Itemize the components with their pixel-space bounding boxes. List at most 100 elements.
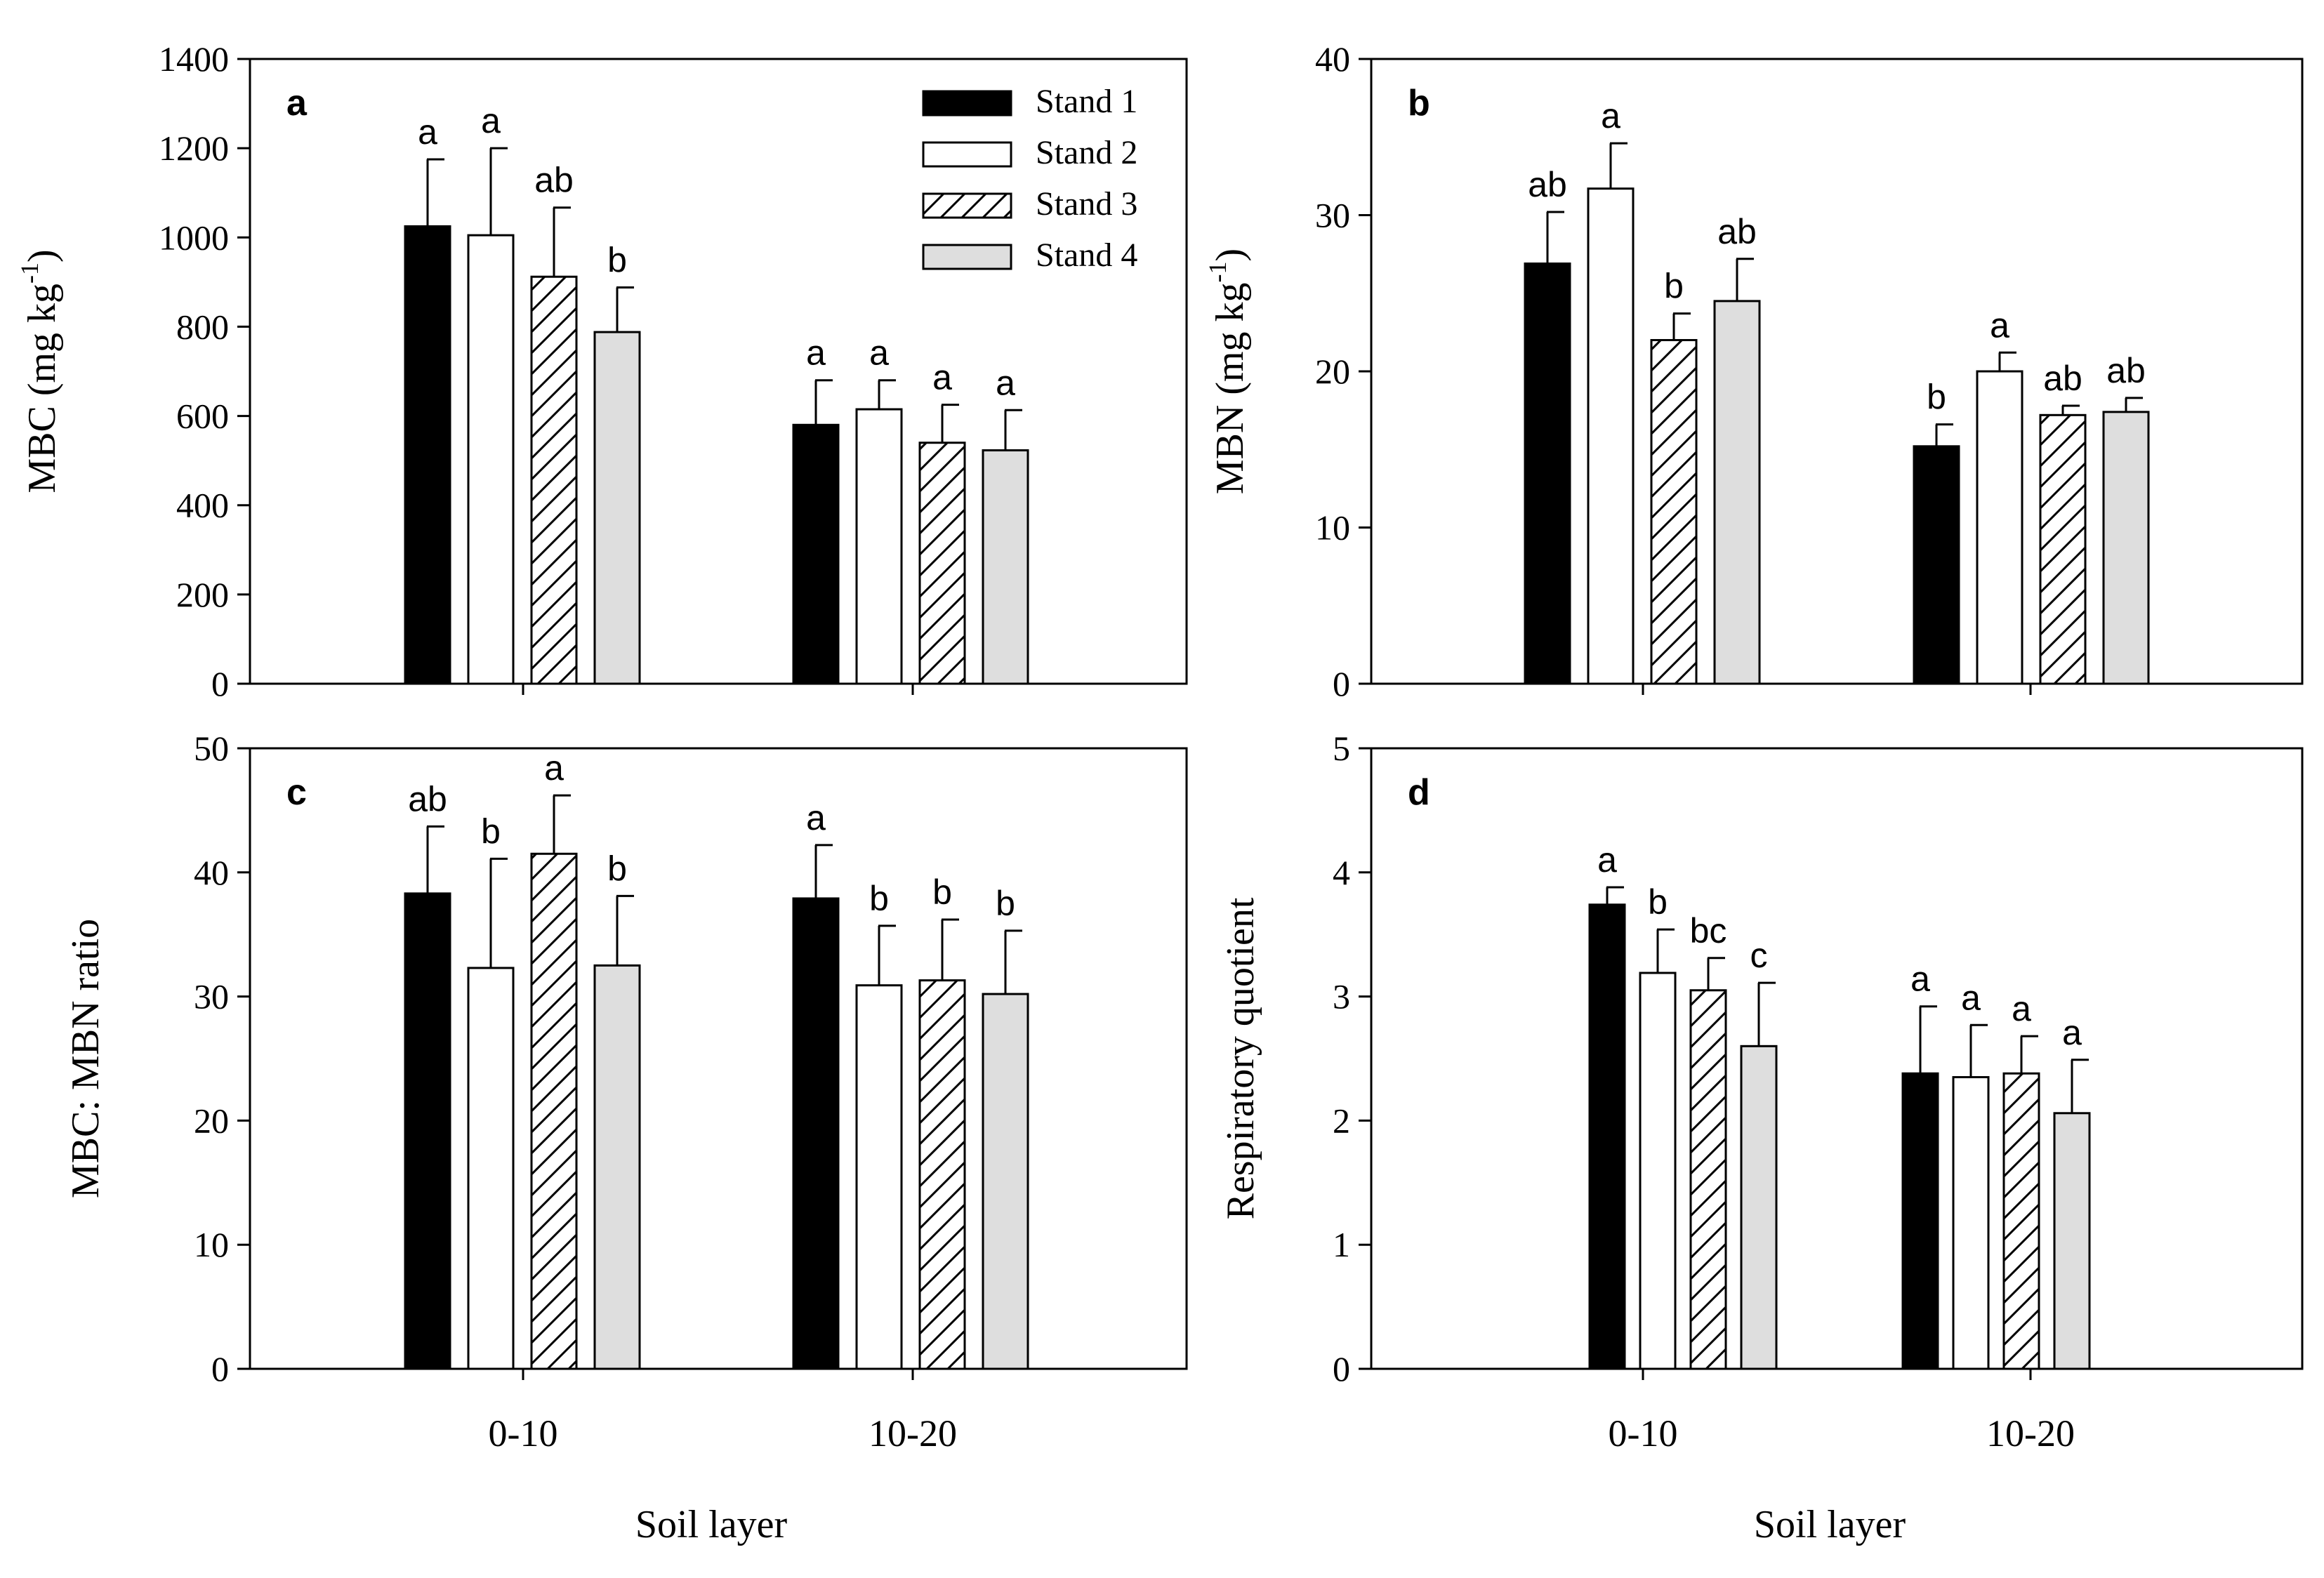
significance-letter: ab — [2106, 351, 2146, 390]
bar-stand-3 — [530, 852, 578, 1370]
panel-label: a — [286, 83, 308, 124]
significance-letter: ab — [2043, 359, 2082, 398]
significance-letter: a — [1910, 960, 1930, 999]
bar-stand-1 — [1913, 445, 1960, 685]
panel-label: b — [1408, 83, 1430, 124]
significance-letter: ab — [1717, 212, 1757, 251]
y-tick-label: 200 — [176, 575, 229, 614]
y-tick-label: 1000 — [159, 218, 229, 257]
y-tick-label: 5 — [1333, 729, 1350, 768]
significance-letter: a — [1597, 840, 1617, 880]
significance-letter: b — [932, 873, 952, 912]
significance-letter: a — [932, 358, 952, 397]
y-tick-label: 1400 — [159, 39, 229, 79]
plot-frame — [1370, 747, 2304, 1370]
significance-letter: a — [1961, 978, 1981, 1017]
y-tick-label: 400 — [176, 486, 229, 525]
y-tick-label: 4 — [1333, 853, 1350, 892]
significance-letter: ab — [1528, 165, 1567, 204]
significance-letter: b — [607, 240, 627, 279]
legend-label: Stand 2 — [1036, 134, 1137, 171]
significance-letter: b — [1927, 378, 1946, 417]
y-tick-label: 600 — [176, 397, 229, 436]
legend-swatch — [922, 192, 1012, 219]
plot-frame — [249, 58, 1188, 685]
panel-label: c — [286, 772, 307, 813]
bar-stand-4 — [1713, 300, 1761, 685]
significance-letter: a — [806, 333, 826, 373]
bar-stand-4 — [593, 331, 641, 685]
y-tick-label: 30 — [194, 977, 229, 1016]
y-tick-label: 40 — [194, 853, 229, 892]
significance-letter: ab — [534, 161, 574, 200]
significance-letter: b — [607, 849, 627, 888]
bar-stand-1 — [1901, 1072, 1939, 1370]
y-tick-label: 10 — [194, 1225, 229, 1264]
plot-frame — [249, 747, 1188, 1370]
x-category-label: 10-20 — [869, 1412, 957, 1454]
y-tick-label: 30 — [1315, 196, 1350, 235]
significance-letter: a — [2062, 1013, 2082, 1052]
x-category-label: 10-20 — [1986, 1412, 2075, 1454]
y-axis-label: MBN (mg kg-1) — [1203, 248, 1252, 494]
bar-stand-2 — [1952, 1076, 1990, 1370]
significance-letter: bc — [1690, 911, 1727, 950]
bar-stand-4 — [1740, 1045, 1778, 1370]
bar-stand-3 — [1689, 989, 1727, 1370]
x-axis-label: Soil layer — [1754, 1503, 1906, 1546]
y-tick-label: 40 — [1315, 39, 1350, 79]
x-category-label: 0-10 — [1609, 1412, 1678, 1454]
y-tick-label: 1 — [1333, 1225, 1350, 1264]
significance-letter: a — [1990, 305, 2009, 345]
significance-letter: b — [869, 879, 889, 918]
y-tick-label: 800 — [176, 307, 229, 346]
bar-stand-2 — [1976, 370, 2023, 685]
y-axis-label: MBC (mg kg-1) — [15, 249, 64, 493]
bar-stand-3 — [1650, 339, 1698, 685]
y-tick-label: 1200 — [159, 128, 229, 168]
bar-stand-1 — [792, 897, 840, 1370]
significance-letter: b — [1648, 882, 1668, 922]
significance-letter: a — [418, 112, 437, 152]
legend-swatch — [922, 244, 1012, 270]
bar-stand-2 — [855, 984, 903, 1370]
bar-stand-3 — [530, 275, 578, 685]
x-category-label: 0-10 — [489, 1412, 558, 1454]
bar-stand-4 — [2102, 411, 2150, 685]
y-tick-label: 20 — [1315, 352, 1350, 391]
legend-label: Stand 3 — [1036, 185, 1137, 223]
bar-stand-2 — [1639, 972, 1677, 1370]
y-axis-label: MBC: MBN ratio — [64, 919, 107, 1198]
significance-letter: c — [1750, 936, 1768, 975]
bar-stand-1 — [404, 892, 451, 1370]
bar-stand-2 — [1587, 187, 1635, 685]
plot-frame — [1370, 58, 2304, 685]
y-tick-label: 0 — [1333, 664, 1350, 703]
significance-letter: a — [869, 333, 889, 373]
panel-d: 0 1 2 3 4 5 0-10 10-20 Soil layer Respiratory quo… — [1219, 729, 2304, 1546]
y-tick-label: 0 — [211, 1349, 229, 1388]
bar-stand-1 — [1588, 903, 1626, 1370]
bar-stand-2 — [855, 408, 903, 685]
bar-stand-3 — [918, 979, 966, 1370]
legend-label: Stand 1 — [1036, 83, 1137, 120]
y-tick-label: 10 — [1315, 508, 1350, 548]
significance-letter: b — [996, 884, 1015, 923]
bar-stand-3 — [2039, 413, 2087, 685]
significance-letter: a — [2012, 989, 2031, 1028]
y-tick-label: 2 — [1333, 1101, 1350, 1140]
y-tick-label: 0 — [211, 664, 229, 703]
panel-a: 0 200 400 600 800 1000 1200 1400 MBC (mg kg-1) a a… — [15, 39, 1188, 703]
legend-swatch — [922, 141, 1012, 168]
legend: Stand 1 Stand 2 Stand 3 Stand 4 — [922, 83, 1137, 274]
y-tick-label: 50 — [194, 729, 229, 768]
x-axis-label: Soil layer — [635, 1503, 788, 1546]
bar-stand-4 — [593, 964, 641, 1370]
bar-stand-1 — [404, 225, 451, 685]
significance-letter: a — [1601, 96, 1620, 135]
bar-stand-2 — [467, 234, 515, 685]
y-tick-label: 3 — [1333, 977, 1350, 1016]
significance-letter: ab — [408, 779, 447, 818]
